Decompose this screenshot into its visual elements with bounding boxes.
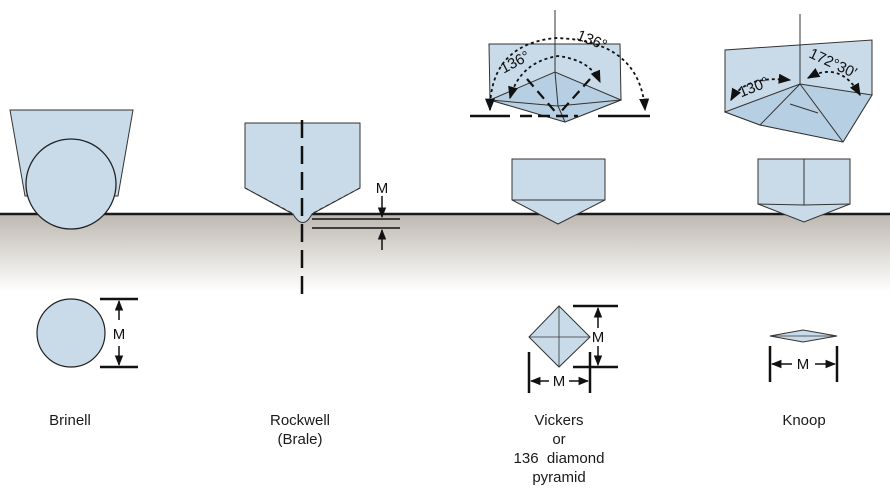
vickers-indenter: [511, 158, 606, 225]
rockwell-indenter: [244, 120, 361, 296]
vickers-label: Vickers or 136 diamond pyramid: [494, 411, 624, 487]
vickers-label-line2: or: [552, 431, 566, 448]
vickers-label-line3: 136 diamond: [513, 450, 605, 467]
vickers-label-line1: Vickers: [534, 412, 584, 429]
vickers-label-line4: pyramid: [532, 469, 586, 486]
specimen-shading: [0, 214, 890, 292]
knoop-indenter: [757, 158, 851, 223]
brinell-indenter: [9, 109, 134, 230]
rockwell-label: Rockwell (Brale): [250, 411, 350, 449]
rockwell-dim-label: M: [376, 180, 389, 197]
brinell-ball: [25, 138, 117, 230]
knoop-label: Knoop: [782, 412, 826, 429]
knoop-pyramid-perspective: 130° 172°30′: [723, 14, 873, 143]
vickers-impression: M M: [527, 304, 618, 393]
vickers-pyramid-perspective: 136° 136°: [470, 10, 650, 123]
brinell-impression: M: [36, 297, 138, 369]
rockwell-label-line1: Rockwell: [269, 412, 330, 429]
brinell-label: Brinell: [49, 412, 91, 429]
brinell-dim-label: M: [113, 326, 126, 343]
knoop-impression: M: [768, 329, 839, 382]
vickers-dim-label-h: M: [553, 373, 566, 390]
knoop-dim-label: M: [797, 356, 810, 373]
rockwell-depth-dimension: M: [312, 180, 400, 250]
rockwell-label-line2: (Brale): [277, 431, 323, 448]
vickers-dim-label-v: M: [592, 329, 605, 346]
